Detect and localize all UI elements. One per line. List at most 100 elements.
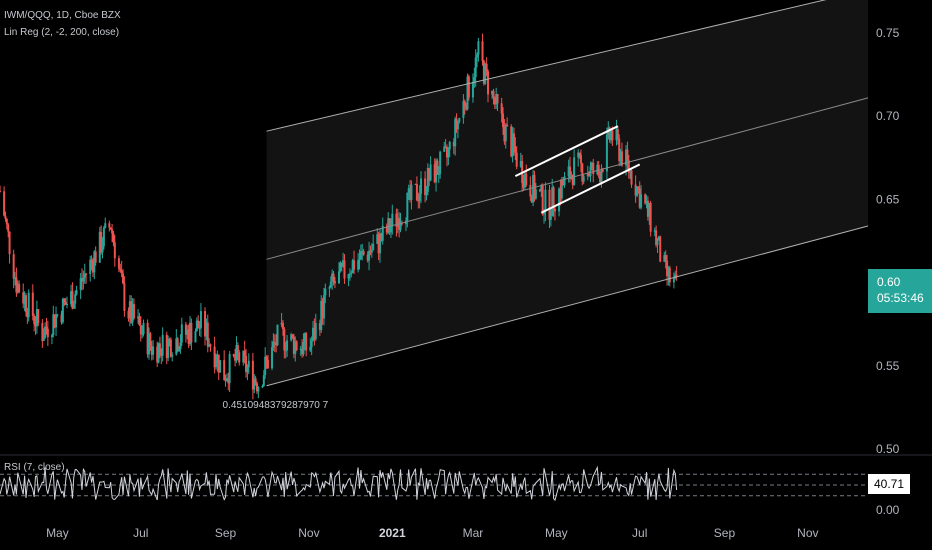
candle-body xyxy=(112,233,115,243)
candle-body xyxy=(314,323,317,340)
candle-body xyxy=(429,164,432,181)
x-tick-label: May xyxy=(545,526,568,540)
candle-body xyxy=(150,346,153,355)
candle-body xyxy=(362,251,365,255)
candle-body xyxy=(37,309,40,324)
candle-body xyxy=(577,152,580,158)
candle-body xyxy=(286,340,289,351)
candle-body xyxy=(209,344,212,347)
candle-body xyxy=(253,378,256,390)
rsi-legend[interactable]: RSI (7, close) xyxy=(4,462,65,473)
candle-body xyxy=(176,338,179,351)
candle-body xyxy=(369,250,372,253)
candle-body xyxy=(119,268,122,271)
candle-body xyxy=(381,225,384,241)
candle-body xyxy=(64,302,67,305)
candle-body xyxy=(146,322,149,355)
candle-body xyxy=(428,167,431,181)
candle-body xyxy=(139,325,142,335)
candle-body xyxy=(283,329,286,351)
candle-body xyxy=(275,342,278,346)
candle-body xyxy=(618,138,621,161)
candle-body xyxy=(481,41,484,61)
candle-body xyxy=(474,57,477,78)
candle-body xyxy=(437,173,440,175)
candle-body xyxy=(60,314,63,323)
candle-body xyxy=(406,192,409,221)
candle-body xyxy=(156,346,159,363)
candle-body xyxy=(299,348,302,350)
candle-body xyxy=(292,336,295,354)
candle-body xyxy=(167,339,170,359)
candle-body xyxy=(519,160,522,167)
candle-body xyxy=(599,174,602,183)
candle-body xyxy=(611,130,614,141)
candle-body xyxy=(295,341,298,350)
candle-body xyxy=(301,348,304,355)
candle-body xyxy=(123,283,126,311)
candle-body xyxy=(477,41,480,55)
candle-body xyxy=(435,160,438,183)
candle-body xyxy=(122,273,125,284)
candle-body xyxy=(359,251,362,260)
candle-body xyxy=(339,262,342,272)
candle-body xyxy=(324,288,327,296)
candle-body xyxy=(533,175,536,199)
candle-body xyxy=(657,236,660,241)
candle-body xyxy=(629,170,632,173)
candle-body xyxy=(357,260,360,270)
candle-body xyxy=(238,352,241,363)
candle-body xyxy=(620,151,623,166)
candle-body xyxy=(90,259,93,262)
candle-body xyxy=(553,208,556,212)
candle-body xyxy=(358,259,361,261)
candle-body xyxy=(332,273,335,282)
candle-body xyxy=(255,383,258,392)
candle-body xyxy=(175,338,178,355)
candle-body xyxy=(216,354,219,364)
candle-body xyxy=(466,76,469,110)
candle-body xyxy=(157,343,160,363)
candle-body xyxy=(102,227,105,247)
channel-upper-trendline xyxy=(514,125,619,178)
candle-body xyxy=(485,63,488,72)
candle-body xyxy=(227,378,230,384)
candle-body xyxy=(61,298,64,323)
candle-body xyxy=(276,324,279,346)
candle-body xyxy=(158,343,161,349)
candle-body xyxy=(294,341,297,354)
candle-body xyxy=(543,211,546,215)
candle-body xyxy=(0,191,1,193)
candle-body xyxy=(245,355,248,373)
candle-body xyxy=(370,249,373,253)
candle-body xyxy=(169,339,172,357)
candle-body xyxy=(137,316,140,319)
lin-reg-legend[interactable]: Lin Reg (2, -2, 200, close) xyxy=(4,27,120,38)
candle-body xyxy=(75,290,78,295)
candle-body xyxy=(70,291,73,305)
candle-body xyxy=(340,262,343,267)
candle-body xyxy=(71,291,74,309)
candle-body xyxy=(448,141,451,150)
candle-body xyxy=(195,320,198,332)
candle-body xyxy=(635,186,638,196)
candle-body xyxy=(644,194,647,204)
candle-body xyxy=(235,345,238,361)
candle-body xyxy=(72,303,75,309)
candle-body xyxy=(458,117,461,122)
candle-body xyxy=(573,157,576,185)
candle-body xyxy=(104,223,107,228)
candle-body xyxy=(348,273,351,275)
regression-lower-line xyxy=(266,225,869,387)
candle-body xyxy=(638,188,641,208)
candle-body xyxy=(261,385,264,388)
candle-body xyxy=(492,90,495,98)
candle-body xyxy=(171,354,174,357)
candle-body xyxy=(562,180,565,186)
candle-body xyxy=(515,152,518,167)
symbol-legend[interactable]: IWM/QQQ, 1D, Cboe BZX xyxy=(4,10,121,21)
candle-body xyxy=(482,60,485,84)
candle-body xyxy=(667,267,670,277)
candle-body xyxy=(549,216,552,220)
